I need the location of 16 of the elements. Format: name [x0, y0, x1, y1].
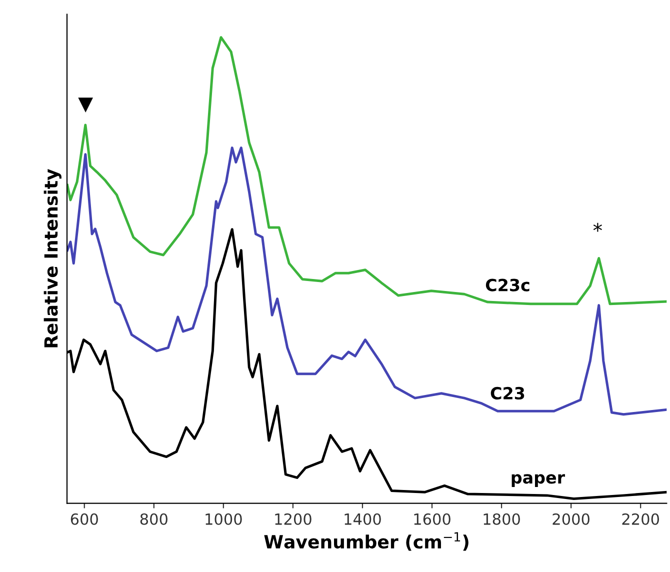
x-tick-label: 1600	[414, 513, 450, 525]
x-axis-title: Wavenumber (cm$^{−1}$)	[264, 532, 468, 551]
annotation: *	[593, 222, 602, 232]
x-tick-label: 1800	[484, 513, 520, 525]
series-label: C23c	[486, 278, 530, 292]
annotation: ▼	[78, 98, 94, 113]
x-tick-label: 600	[70, 513, 98, 525]
x-tick-label: 2200	[622, 513, 660, 525]
x-tick-label: 1200	[275, 513, 312, 525]
series-label: C23	[490, 386, 524, 400]
x-tick-label: 1400	[344, 513, 381, 525]
x-tick-label: 800	[140, 513, 168, 525]
series-label: paper	[512, 474, 565, 487]
x-tick-label: 2000	[552, 513, 590, 525]
y-axis-title: Relative Intensity	[44, 169, 62, 348]
x-tick-label: 1000	[206, 513, 242, 525]
